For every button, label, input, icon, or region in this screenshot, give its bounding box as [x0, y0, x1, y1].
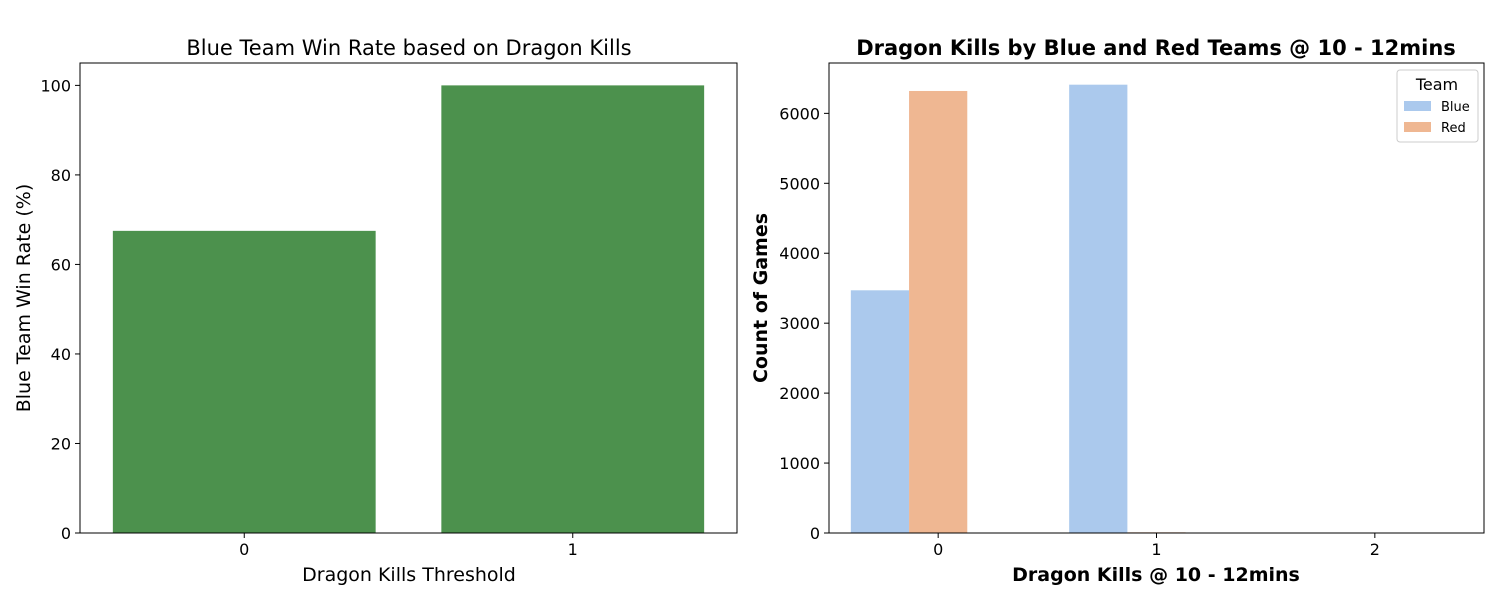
legend-label-blue: Blue	[1441, 100, 1470, 115]
plot-frame	[79, 62, 738, 534]
bar	[441, 85, 705, 533]
bar	[112, 230, 376, 533]
chart-title: Dragon Kills by Blue and Red Teams @ 10 …	[856, 36, 1456, 60]
x-tick-label: 0	[933, 540, 943, 559]
legend-label-red: Red	[1441, 121, 1466, 136]
y-tick-label: 1000	[779, 454, 820, 473]
legend-items: Blue Red	[1404, 100, 1470, 136]
y-tick-label: 0	[61, 524, 71, 543]
bars	[850, 84, 1404, 533]
bar-blue	[1069, 84, 1128, 533]
y-tick-label: 80	[51, 166, 71, 185]
legend-title: Team	[1415, 75, 1458, 94]
y-tick-label: 40	[51, 345, 71, 364]
bar-red	[909, 90, 968, 533]
bar-blue	[850, 290, 910, 533]
win-rate-chart: Blue Team Win Rate based on Dragon Kills…	[13, 36, 738, 586]
y-tick-label: 100	[40, 76, 71, 95]
x-tick-label: 1	[568, 540, 578, 559]
y-axis-label: Count of Games	[750, 213, 772, 383]
y-tick-label: 2000	[779, 384, 820, 403]
x-axis-label: Dragon Kills Threshold	[302, 564, 516, 586]
y-axis-ticks: 0 1000 2000 3000 4000 5000 6000	[779, 104, 829, 543]
legend-swatch-blue	[1404, 101, 1431, 111]
x-tick-label: 0	[239, 540, 249, 559]
legend-swatch-red	[1404, 122, 1431, 132]
y-tick-label: 0	[810, 524, 820, 543]
y-tick-label: 60	[51, 255, 71, 274]
y-tick-label: 3000	[779, 314, 820, 333]
x-tick-label: 1	[1151, 540, 1161, 559]
x-tick-label: 2	[1370, 540, 1380, 559]
y-tick-label: 5000	[779, 174, 820, 193]
legend: Team Blue Red	[1396, 69, 1479, 143]
bars	[112, 85, 705, 533]
x-axis-label: Dragon Kills @ 10 - 12mins	[1012, 564, 1300, 586]
chart-title: Blue Team Win Rate based on Dragon Kills	[186, 36, 631, 60]
x-axis-ticks: 0 1 2	[933, 533, 1380, 559]
y-tick-label: 6000	[779, 104, 820, 123]
y-axis-ticks: 0 20 40 60 80 100	[40, 76, 80, 543]
y-axis-label: Blue Team Win Rate (%)	[13, 184, 35, 413]
dragon-kills-chart: Dragon Kills by Blue and Red Teams @ 10 …	[750, 36, 1485, 586]
y-tick-label: 20	[51, 434, 71, 453]
y-tick-label: 4000	[779, 244, 820, 263]
